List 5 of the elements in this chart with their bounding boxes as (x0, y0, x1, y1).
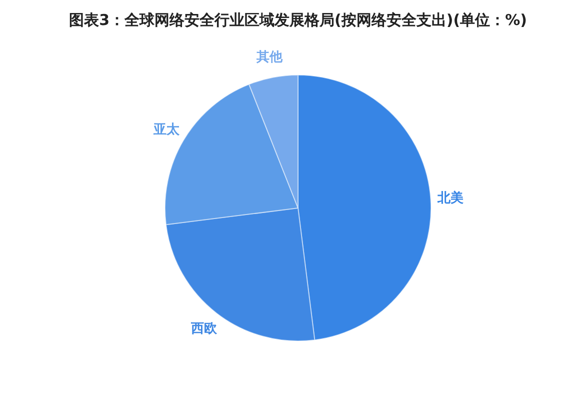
slice-label: 北美 (436, 190, 464, 206)
slice-label: 亚太 (152, 122, 180, 138)
slice-label: 其他 (255, 50, 284, 66)
slice-label: 西欧 (190, 321, 218, 336)
chart-title: 图表3：全球网络安全行业区域发展格局(按网络安全支出)(单位：%) (69, 10, 527, 29)
